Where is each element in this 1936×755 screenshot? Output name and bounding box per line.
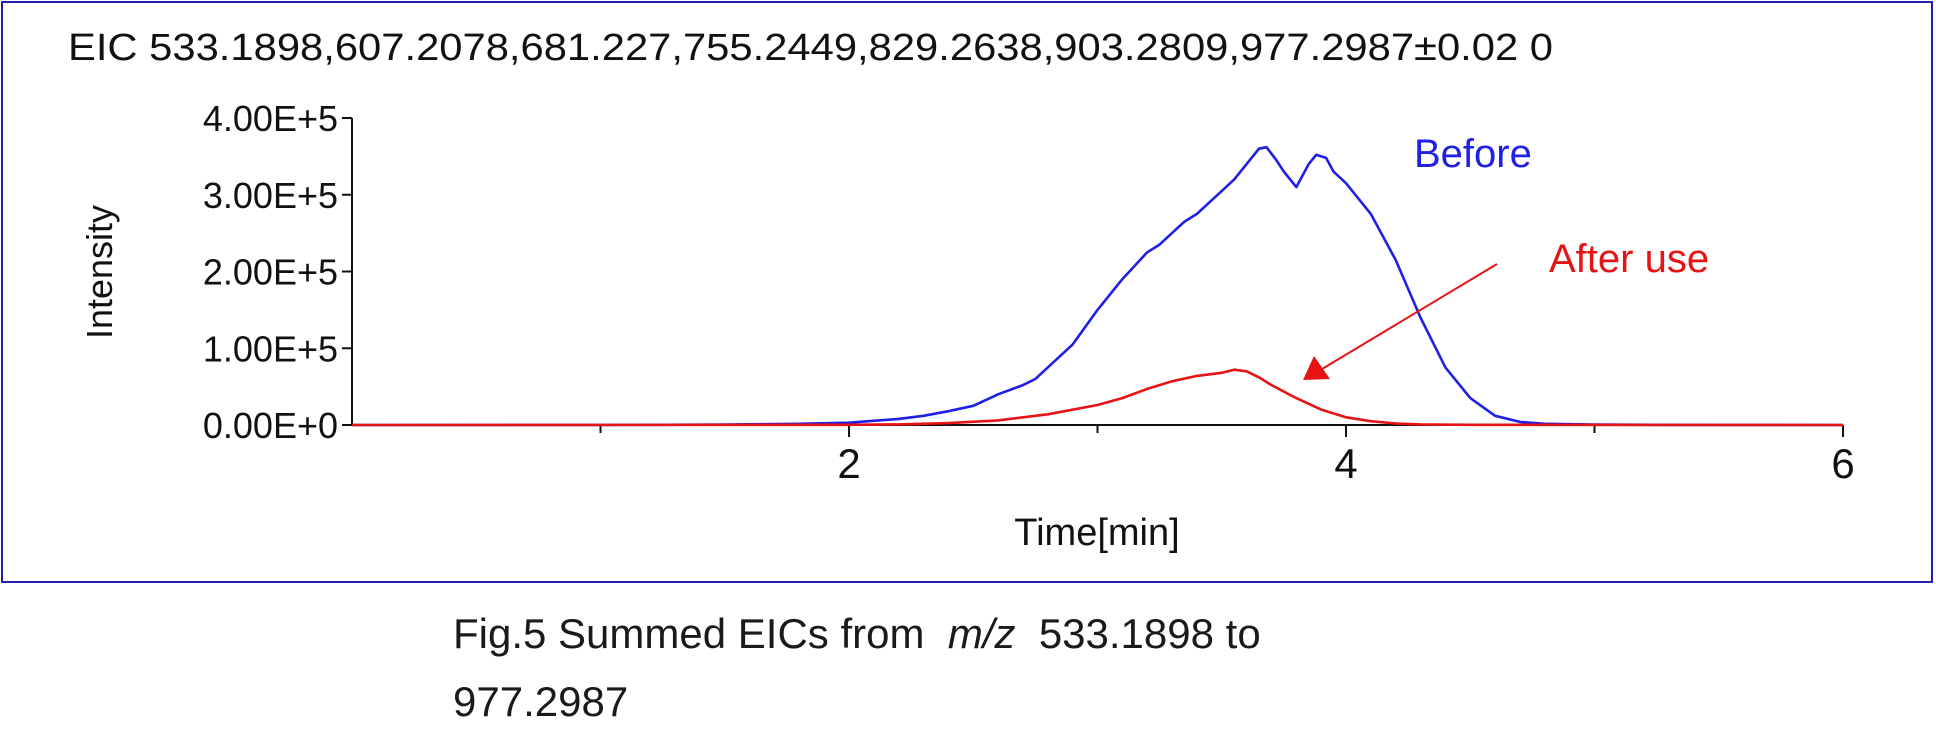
chart-frame: [1, 1, 1933, 583]
caption-mz: m/z: [947, 610, 1016, 657]
y-tick-label: 0.00E+0: [203, 405, 338, 446]
y-tick-label: 1.00E+5: [203, 328, 338, 369]
series-layer: [351, 145, 1844, 427]
caption-line-1: Fig.5 Summed EICs from m/z 533.1898 to: [453, 600, 1435, 668]
x-tick-label: 6: [1831, 440, 1854, 487]
annotations: Before After use: [1303, 132, 1709, 380]
x-tick-label: 4: [1334, 440, 1357, 487]
figure-caption: Fig.5 Summed EICs from m/z 533.1898 to 9…: [453, 600, 1435, 736]
annotation-arrow-line: [1321, 263, 1498, 370]
caption-line-2: 977.2987: [453, 678, 629, 725]
caption-prefix: Fig.5 Summed EICs from: [453, 610, 925, 657]
y-axis-label: Intensity: [79, 205, 120, 339]
series-after-use-line: [351, 368, 1844, 427]
y-tick-label: 4.00E+5: [203, 98, 338, 139]
annotation-before: Before: [1414, 132, 1532, 176]
annotation-arrow-head: [1303, 356, 1330, 380]
chart-title: EIC 533.1898,607.2078,681.227,755.2449,8…: [68, 27, 1553, 69]
axes: 0.00E+0 1.00E+5 2.00E+5 3.00E+5 4.00E+5 2 4 6: [203, 98, 1855, 487]
y-tick-label: 2.00E+5: [203, 252, 338, 293]
series-before-line: [352, 145, 1843, 427]
caption-suffix: 533.1898 to: [1038, 610, 1261, 657]
y-tick-label: 3.00E+5: [203, 175, 338, 216]
annotation-after-use: After use: [1549, 237, 1709, 281]
x-tick-label: 2: [837, 440, 860, 487]
x-axis-label: Time[min]: [1014, 512, 1179, 554]
